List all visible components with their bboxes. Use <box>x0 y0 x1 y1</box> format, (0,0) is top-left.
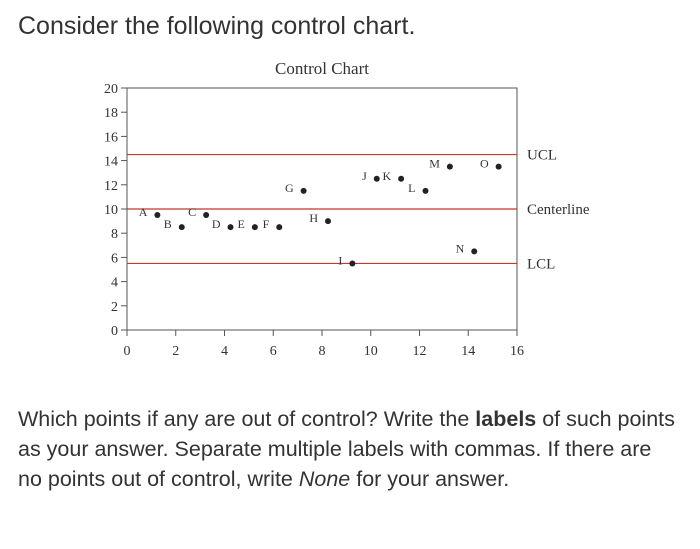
data-point-label-l: L <box>408 181 415 195</box>
x-tick-label: 6 <box>270 344 277 359</box>
y-tick-label: 16 <box>104 130 118 145</box>
chart-svg: Control Chart UCL Centerline LCL 0 2 4 6 8 10 12 14… <box>104 59 590 359</box>
x-tick-label: 12 <box>413 344 427 359</box>
control-line-label-centerline: Centerline <box>527 202 590 218</box>
data-point-i <box>349 260 356 267</box>
data-point-label-k: K <box>382 169 391 183</box>
data-point-g <box>300 187 307 194</box>
y-tick-label: 4 <box>111 276 118 291</box>
intro-text: Consider the following control chart. <box>18 12 416 40</box>
y-tick-label: 2 <box>111 300 118 315</box>
data-point-label-n: N <box>456 241 465 255</box>
data-point-label-g: G <box>285 181 294 195</box>
data-point-e <box>251 224 258 231</box>
data-point-label-m: M <box>429 157 440 171</box>
y-tick-label: 18 <box>104 106 118 121</box>
data-point-n <box>471 248 478 255</box>
data-point-m <box>446 163 453 170</box>
data-point-j <box>373 175 380 182</box>
control-line-label-ucl: UCL <box>527 148 557 164</box>
data-point-o <box>495 163 502 170</box>
y-tick-label: 14 <box>104 155 118 170</box>
x-tick-label: 0 <box>124 344 131 359</box>
question-bold-labels: labels <box>475 407 537 431</box>
x-tick-label: 14 <box>461 344 475 359</box>
data-point-label-c: C <box>188 205 196 219</box>
data-point-label-f: F <box>263 217 270 231</box>
question-part-2: of such points as your answer. Separate … <box>18 407 675 491</box>
y-tick-label: 20 <box>104 82 118 97</box>
control-chart: Control Chart UCL Centerline LCL 0 2 4 6 8 10 12 14… <box>0 50 700 380</box>
x-tick-label: 8 <box>319 344 326 359</box>
x-tick-label: 16 <box>510 344 524 359</box>
y-tick-label: 6 <box>111 251 118 266</box>
data-point-l <box>422 187 429 194</box>
data-point-d <box>227 224 234 231</box>
data-point-c <box>203 212 210 219</box>
data-point-label-j: J <box>362 169 367 183</box>
data-point-h <box>325 218 331 225</box>
data-point-label-h: H <box>309 211 318 225</box>
y-tick-label: 0 <box>111 324 118 339</box>
x-tick-label: 10 <box>364 344 378 359</box>
y-tick-label: 12 <box>104 179 118 194</box>
question-part-1: Which points if any are out of control? … <box>18 407 476 431</box>
x-tick-label: 2 <box>172 344 179 359</box>
question-part-3: for your answer. <box>350 467 510 491</box>
control-line-label-lcl: LCL <box>527 256 555 272</box>
x-tick-label: 4 <box>221 344 228 359</box>
data-point-b <box>178 224 185 231</box>
question-italic-none: None <box>298 467 351 491</box>
data-point-a <box>154 212 161 219</box>
data-point-label-d: D <box>212 217 221 231</box>
data-point-label-a: A <box>139 205 148 219</box>
chart-title: Control Chart <box>275 59 369 78</box>
data-point-label-i: I <box>338 253 342 267</box>
data-point-label-b: B <box>164 217 172 231</box>
y-tick-label: 10 <box>104 203 118 218</box>
data-point-k <box>398 175 405 182</box>
data-point-label-e: E <box>238 217 245 231</box>
data-point-f <box>276 224 283 231</box>
y-tick-label: 8 <box>111 227 118 242</box>
question-text: Which points if any are out of control? … <box>18 404 678 494</box>
data-point-label-o: O <box>480 157 489 171</box>
